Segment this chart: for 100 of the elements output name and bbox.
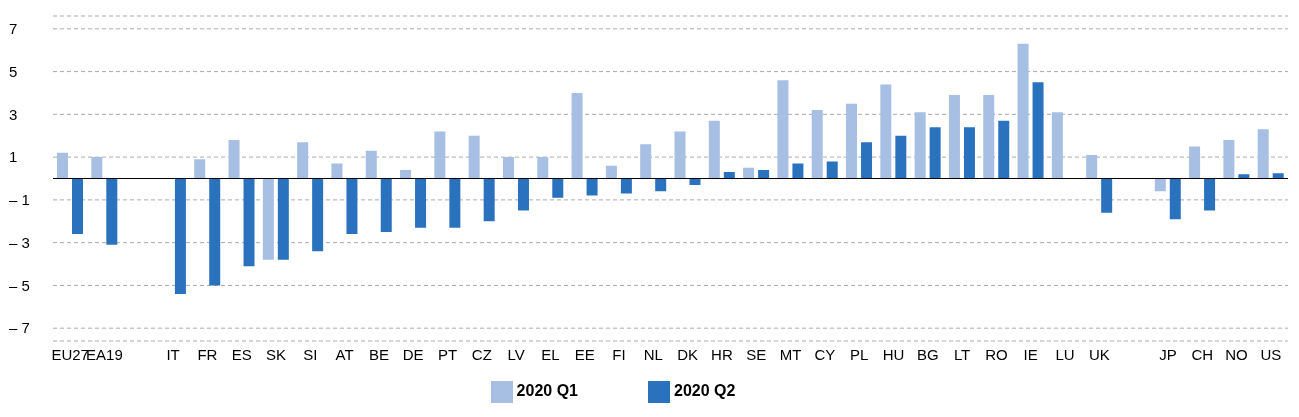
bar	[929, 127, 941, 179]
bar	[1238, 174, 1250, 179]
bar	[312, 178, 324, 252]
bar	[963, 127, 975, 179]
bar	[91, 157, 103, 179]
bar	[586, 178, 598, 196]
y-tick-label: 5	[9, 62, 18, 80]
bar	[846, 103, 858, 179]
bar	[1032, 82, 1044, 179]
bar	[1204, 178, 1216, 211]
bar	[948, 95, 960, 179]
bar	[1189, 146, 1201, 179]
bar	[1272, 173, 1284, 179]
legend-label: 2020 Q2	[674, 382, 736, 400]
bar	[1101, 178, 1113, 213]
x-tick-label: FI	[612, 345, 626, 363]
bar	[811, 110, 823, 179]
x-tick-label: LT	[953, 345, 971, 363]
bar	[209, 178, 221, 286]
bar	[792, 163, 804, 179]
bar	[640, 144, 652, 179]
x-tick-label: NO	[1225, 345, 1248, 363]
x-tick-label: EU27	[51, 345, 89, 363]
x-tick-label: LV	[507, 345, 525, 363]
y-tick-label: – 3	[9, 233, 30, 251]
bar	[826, 161, 838, 179]
x-tick-label: EA19	[86, 345, 123, 363]
bar	[483, 178, 495, 222]
x-tick-label: BG	[916, 345, 939, 363]
bar	[380, 178, 392, 232]
bar	[674, 131, 686, 179]
bar	[1154, 178, 1166, 192]
x-tick-label: UK	[1088, 345, 1110, 363]
bar	[983, 95, 995, 179]
x-tick-label: AT	[335, 345, 354, 363]
x-tick-label: ES	[231, 345, 252, 363]
x-tick-label: FR	[197, 345, 218, 363]
bar	[571, 92, 583, 179]
bar	[914, 112, 926, 179]
bar	[895, 135, 907, 179]
y-tick-label: 7	[9, 20, 18, 38]
x-tick-label: BE	[368, 345, 389, 363]
bar	[861, 142, 873, 179]
bar	[743, 167, 755, 179]
x-tick-label: RO	[985, 345, 1008, 363]
bar	[605, 165, 617, 179]
x-tick-label: HR	[711, 345, 733, 363]
x-tick-label: IT	[166, 345, 180, 363]
x-tick-label: DE	[402, 345, 424, 363]
bar	[346, 178, 358, 235]
x-tick-label: HU	[882, 345, 905, 363]
bar	[72, 178, 83, 235]
bar	[708, 120, 720, 179]
x-tick-label: SI	[303, 345, 318, 363]
bar	[1051, 112, 1063, 179]
bar	[297, 142, 309, 179]
x-tick-label: DK	[677, 345, 699, 363]
y-tick-label: – 5	[9, 276, 30, 294]
x-tick-label: US	[1260, 345, 1282, 363]
x-tick-label: EE	[574, 345, 595, 363]
bar	[174, 178, 186, 294]
bar	[758, 169, 770, 179]
bar	[415, 178, 427, 228]
bar	[1257, 129, 1269, 179]
bar	[998, 120, 1010, 179]
x-tick-label: EL	[541, 345, 560, 363]
y-tick-label: 3	[9, 105, 18, 123]
x-tick-label: PT	[437, 345, 458, 363]
bar	[1223, 140, 1235, 179]
x-tick-label: SE	[746, 345, 767, 363]
bar	[194, 159, 206, 179]
y-tick-label: – 7	[9, 319, 30, 337]
y-tick-label: 1	[9, 148, 18, 166]
bar	[517, 178, 529, 211]
bar	[228, 140, 240, 179]
bar	[106, 178, 118, 245]
bar	[434, 131, 446, 179]
bar	[57, 152, 68, 179]
bar	[502, 157, 514, 179]
bar	[449, 178, 461, 228]
bar	[277, 178, 289, 260]
bar	[1169, 178, 1181, 220]
bar	[880, 84, 892, 179]
x-tick-label: JP	[1159, 345, 1177, 363]
y-tick-label: – 1	[9, 191, 30, 209]
bar	[243, 178, 255, 267]
bar	[468, 135, 480, 179]
bar	[552, 178, 564, 198]
bar	[365, 150, 377, 179]
bar	[1017, 43, 1029, 179]
bar	[620, 178, 632, 194]
x-tick-label: CZ	[471, 345, 492, 363]
bar	[689, 178, 701, 185]
bar	[262, 178, 274, 260]
x-tick-label: IE	[1023, 345, 1038, 363]
x-tick-label: NL	[643, 345, 663, 363]
x-tick-label: LU	[1055, 345, 1075, 363]
bar	[723, 172, 735, 179]
x-tick-label: PL	[850, 345, 869, 363]
bar	[1086, 154, 1098, 179]
